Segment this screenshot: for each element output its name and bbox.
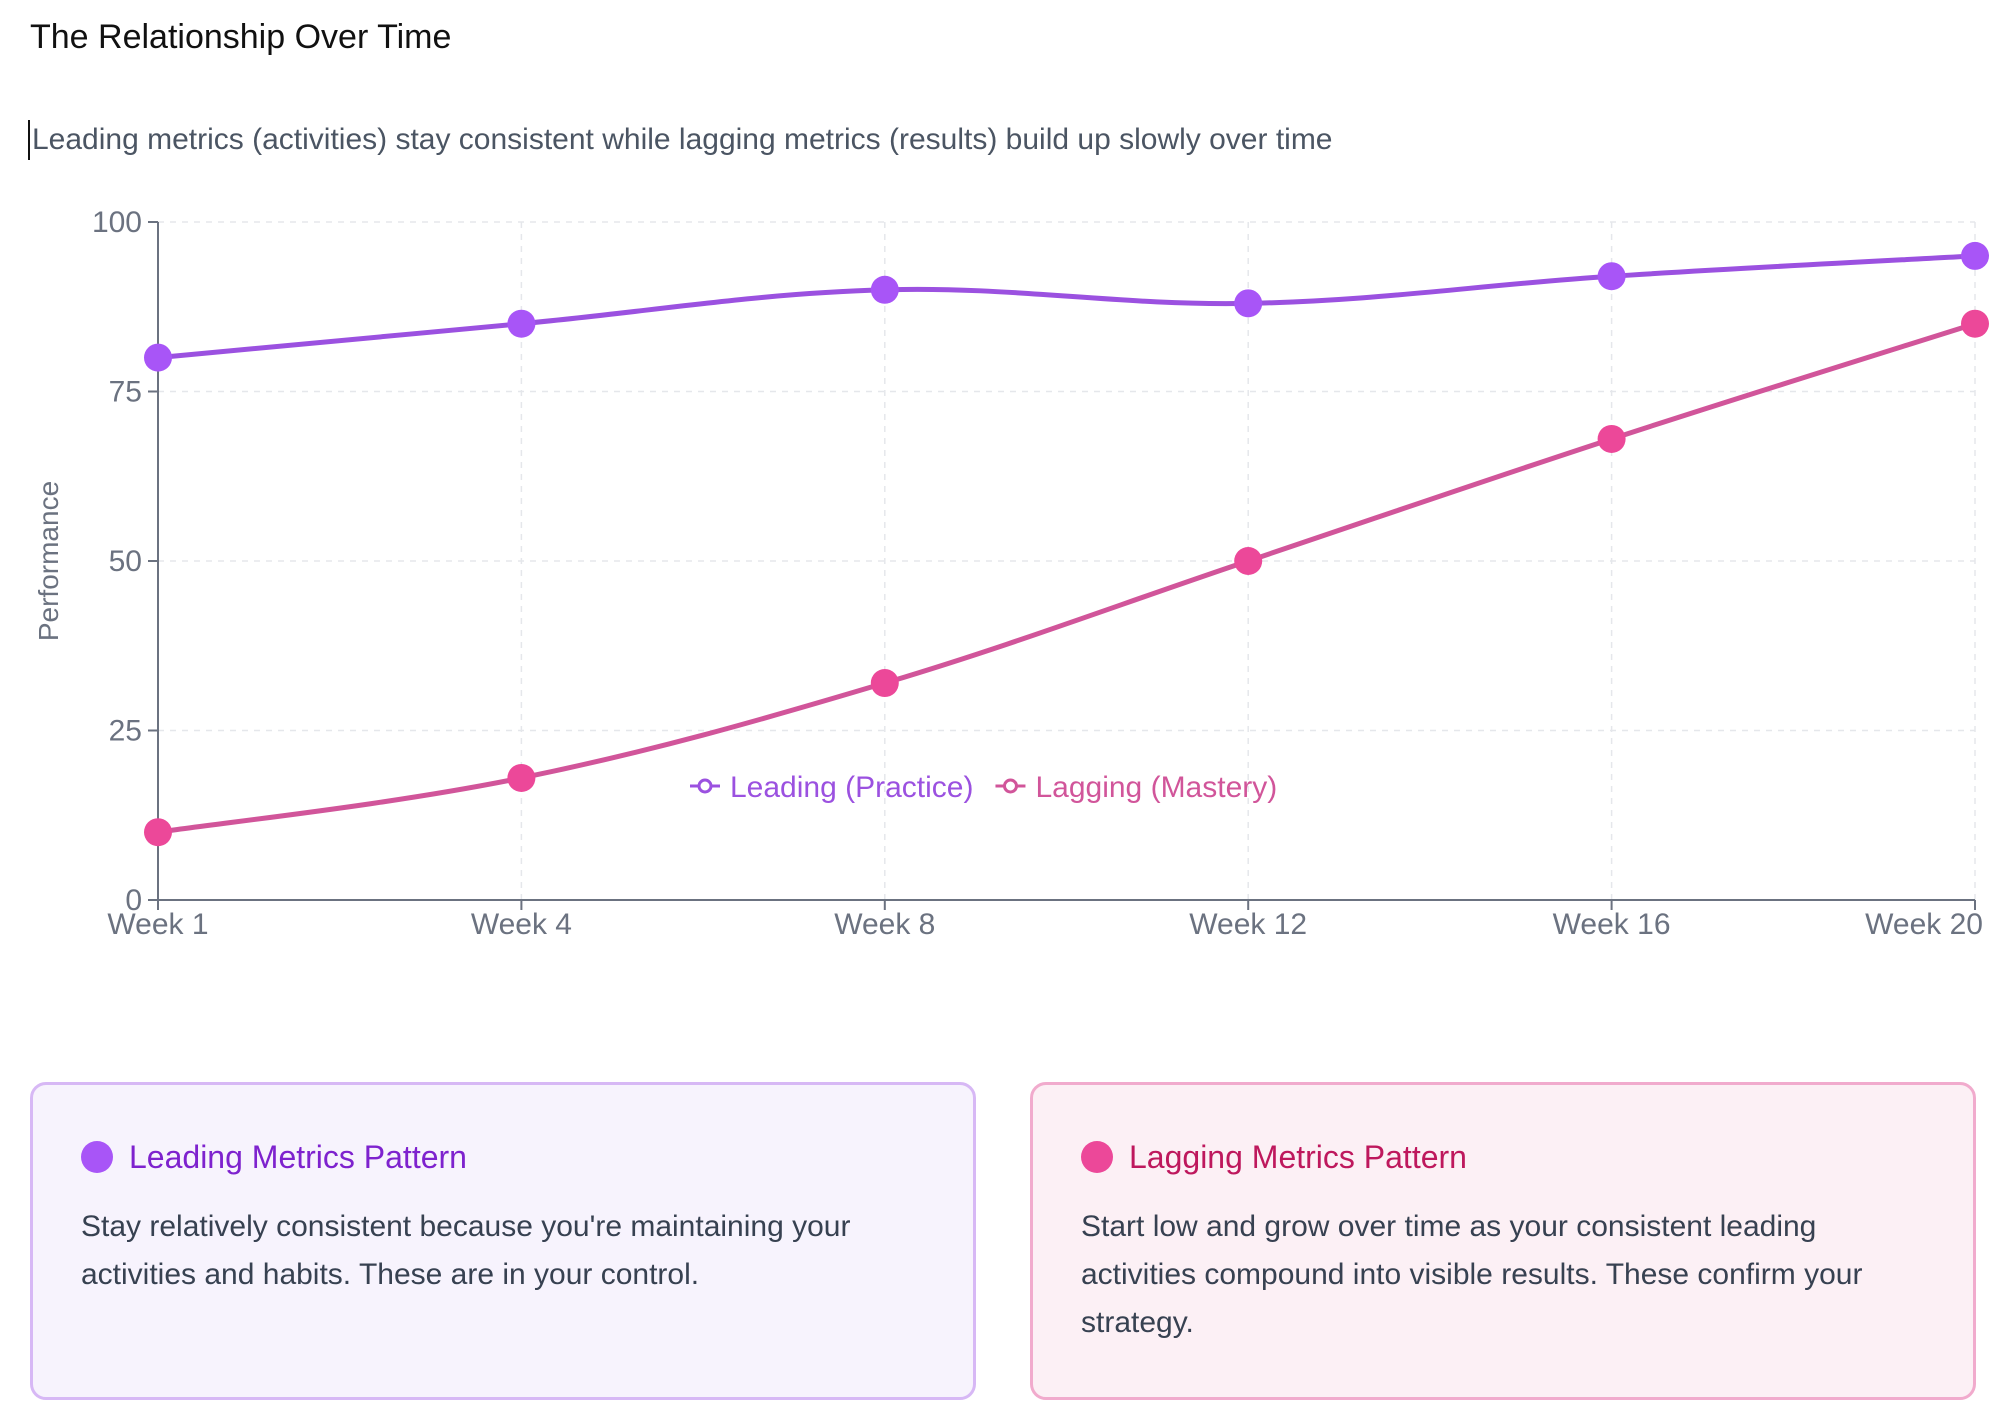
series-line-lagging xyxy=(157,321,1976,835)
leading-card-text: Stay relatively consistent because you'r… xyxy=(81,1210,851,1291)
lagging-metrics-card: Lagging Metrics Pattern Start low and gr… xyxy=(1030,1082,1976,1400)
chart-legend: Leading (Practice) Lagging (Mastery) xyxy=(690,771,1277,804)
lagging-card-title: Lagging Metrics Pattern xyxy=(1129,1138,1467,1175)
x-tick-label: Week 16 xyxy=(1553,908,1671,941)
x-tick-label: Week 20 xyxy=(1865,908,1983,941)
y-tick-label: 75 xyxy=(109,376,142,409)
data-point-lagging xyxy=(1234,547,1263,575)
data-point-leading xyxy=(870,275,899,304)
data-point-lagging xyxy=(1961,309,1989,338)
y-tick-label: 0 xyxy=(125,884,142,917)
legend-label: Lagging (Mastery) xyxy=(1035,771,1277,804)
leading-dot-icon xyxy=(81,1141,113,1173)
x-tick-label: Week 8 xyxy=(834,908,935,941)
leading-metrics-card: Leading Metrics Pattern Stay relatively … xyxy=(30,1082,976,1400)
legend-marker-icon xyxy=(1002,778,1018,794)
legend-marker-icon xyxy=(697,778,713,794)
data-point-leading xyxy=(1234,289,1263,318)
data-point-leading xyxy=(1597,262,1626,291)
data-point-lagging xyxy=(870,669,899,698)
legend-item-lagging: Lagging (Mastery) xyxy=(995,771,1277,804)
data-point-leading xyxy=(1961,241,1989,270)
y-tick-label: 25 xyxy=(109,715,142,748)
data-point-lagging xyxy=(1597,424,1626,453)
lagging-card-text: Start low and grow over time as your con… xyxy=(1081,1210,1863,1339)
x-tick-label: Week 4 xyxy=(471,908,572,941)
x-tick-label: Week 12 xyxy=(1189,908,1307,941)
data-point-lagging xyxy=(144,818,172,847)
series-line-leading xyxy=(157,253,1976,361)
y-tick-label: 50 xyxy=(109,545,142,578)
legend-label: Leading (Practice) xyxy=(730,771,973,804)
y-tick-label: 100 xyxy=(92,206,142,239)
data-point-leading xyxy=(507,309,536,338)
page-title: The Relationship Over Time xyxy=(30,18,452,56)
line-chart: 0 25 50 75 100 Week 1 Week 4 Week 8 Week 12 Week … xyxy=(33,206,1989,941)
x-tick-label: Week 1 xyxy=(107,908,208,941)
y-axis-title: Performance xyxy=(33,481,64,641)
data-point-lagging xyxy=(507,763,536,792)
lagging-dot-icon xyxy=(1081,1141,1113,1173)
data-point-leading xyxy=(144,343,172,372)
legend-item-leading: Leading (Practice) xyxy=(690,771,973,804)
chart-subtitle: Leading metrics (activities) stay consis… xyxy=(28,120,1333,160)
leading-card-title: Leading Metrics Pattern xyxy=(129,1138,467,1175)
